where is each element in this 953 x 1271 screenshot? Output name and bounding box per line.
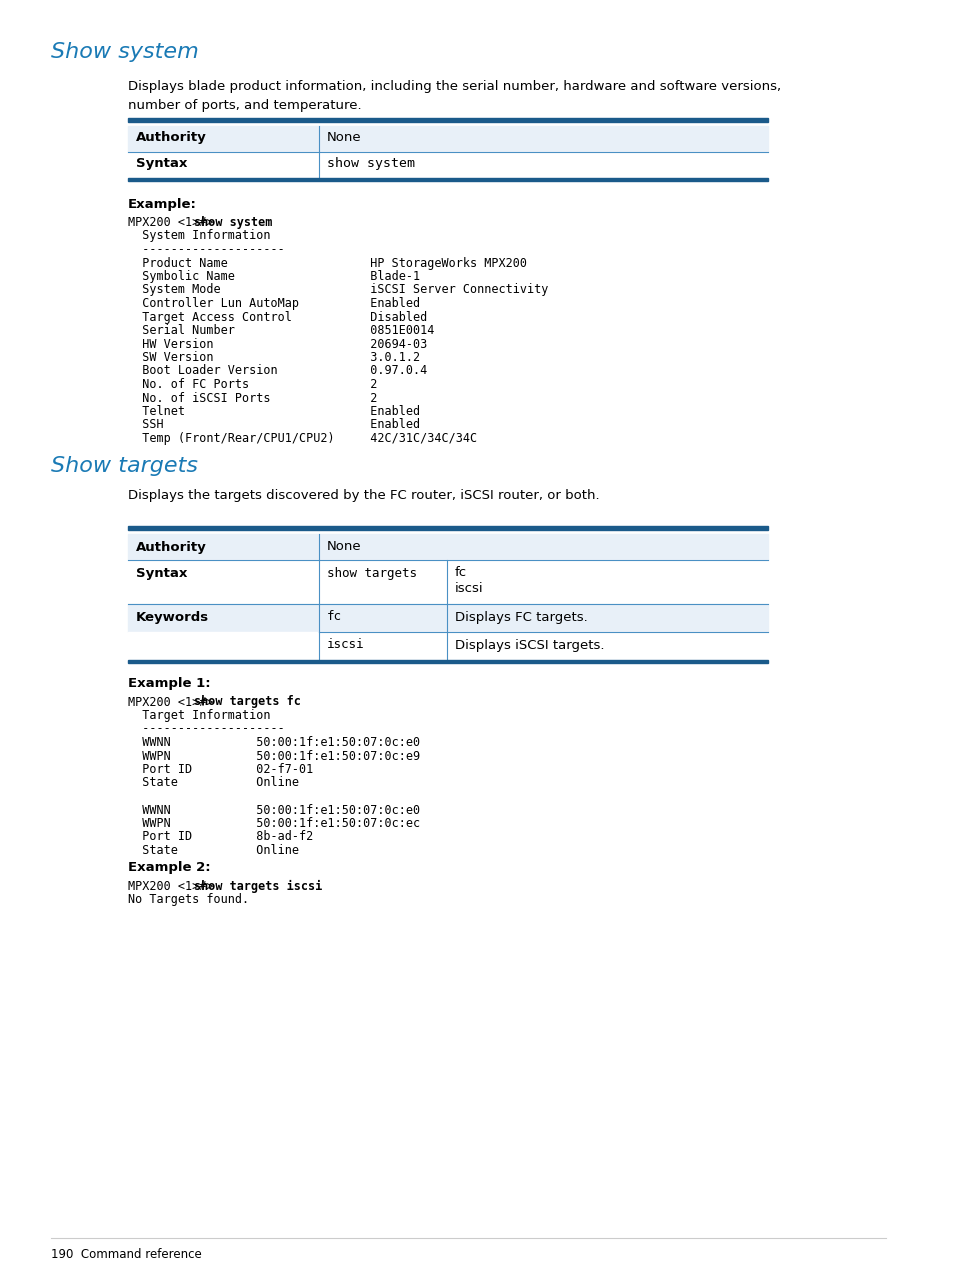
Text: No. of FC Ports                 2: No. of FC Ports 2	[128, 377, 377, 391]
Text: No Targets found.: No Targets found.	[128, 894, 249, 906]
Text: 190  Command reference: 190 Command reference	[51, 1248, 202, 1261]
Text: Example 2:: Example 2:	[128, 862, 211, 874]
Text: Target Information: Target Information	[128, 709, 271, 722]
Text: Controller Lun AutoMap          Enabled: Controller Lun AutoMap Enabled	[128, 297, 419, 310]
Text: None: None	[327, 131, 361, 144]
Text: WWPN            50:00:1f:e1:50:07:0c:e9: WWPN 50:00:1f:e1:50:07:0c:e9	[128, 750, 419, 763]
Text: Displays the targets discovered by the FC router, iSCSI router, or both.: Displays the targets discovered by the F…	[128, 489, 599, 502]
Bar	[128, 153, 767, 178]
Text: System Information: System Information	[128, 230, 271, 243]
Text: show targets fc: show targets fc	[193, 695, 300, 708]
Text: HW Version                      20694-03: HW Version 20694-03	[128, 338, 427, 351]
Text: SSH                             Enabled: SSH Enabled	[128, 418, 419, 431]
Text: --------------------: --------------------	[128, 243, 285, 255]
Text: Displays FC targets.: Displays FC targets.	[455, 610, 587, 624]
Text: Displays blade product information, including the serial number, hardware and so: Displays blade product information, incl…	[128, 80, 781, 112]
Text: show targets: show targets	[327, 567, 416, 580]
Text: Telnet                          Enabled: Telnet Enabled	[128, 405, 419, 418]
Bar	[128, 178, 767, 180]
Text: show system: show system	[327, 158, 415, 170]
Text: iscsi: iscsi	[327, 638, 364, 652]
Text: System Mode                     iSCSI Server Connectivity: System Mode iSCSI Server Connectivity	[128, 283, 548, 296]
Text: State           Online: State Online	[128, 777, 298, 789]
Text: Authority: Authority	[135, 131, 207, 144]
Text: Displays iSCSI targets.: Displays iSCSI targets.	[455, 638, 604, 652]
Text: MPX200 <1>#>: MPX200 <1>#>	[128, 880, 220, 892]
Text: Product Name                    HP StorageWorks MPX200: Product Name HP StorageWorks MPX200	[128, 257, 526, 269]
Bar	[128, 660, 767, 662]
Text: Symbolic Name                   Blade-1: Symbolic Name Blade-1	[128, 269, 419, 283]
Text: MPX200 <1>#>: MPX200 <1>#>	[128, 695, 220, 708]
Text: Temp (Front/Rear/CPU1/CPU2)     42C/31C/34C/34C: Temp (Front/Rear/CPU1/CPU2) 42C/31C/34C/…	[128, 432, 476, 445]
Text: Serial Number                   0851E0014: Serial Number 0851E0014	[128, 324, 434, 337]
Text: Show targets: Show targets	[51, 455, 198, 475]
Text: None: None	[327, 540, 361, 553]
Text: Example 1:: Example 1:	[128, 677, 211, 690]
Text: Example:: Example:	[128, 198, 196, 211]
Text: Syntax: Syntax	[135, 158, 187, 170]
Text: Syntax: Syntax	[135, 567, 187, 580]
Text: Show system: Show system	[51, 42, 199, 62]
Text: Keywords: Keywords	[135, 610, 209, 624]
Text: show targets iscsi: show targets iscsi	[193, 880, 321, 892]
Bar	[128, 632, 767, 660]
Bar	[128, 118, 767, 122]
Bar	[128, 559, 767, 604]
Text: WWPN            50:00:1f:e1:50:07:0c:ec: WWPN 50:00:1f:e1:50:07:0c:ec	[128, 817, 419, 830]
Text: fc: fc	[327, 610, 341, 624]
Text: WWNN            50:00:1f:e1:50:07:0c:e0: WWNN 50:00:1f:e1:50:07:0c:e0	[128, 736, 419, 749]
Text: show system: show system	[193, 216, 272, 229]
Text: Authority: Authority	[135, 540, 207, 553]
Text: --------------------: --------------------	[128, 722, 285, 736]
Bar	[128, 126, 767, 153]
Text: Port ID         02-f7-01: Port ID 02-f7-01	[128, 763, 313, 777]
Text: Boot Loader Version             0.97.0.4: Boot Loader Version 0.97.0.4	[128, 365, 427, 377]
Text: fc
iscsi: fc iscsi	[455, 567, 483, 595]
Text: State           Online: State Online	[128, 844, 298, 857]
Text: Port ID         8b-ad-f2: Port ID 8b-ad-f2	[128, 830, 313, 844]
Text: Target Access Control           Disabled: Target Access Control Disabled	[128, 310, 427, 324]
Text: No. of iSCSI Ports              2: No. of iSCSI Ports 2	[128, 391, 377, 404]
Bar	[128, 604, 767, 632]
Text: MPX200 <1>#>: MPX200 <1>#>	[128, 216, 220, 229]
Text: SW Version                      3.0.1.2: SW Version 3.0.1.2	[128, 351, 419, 364]
Bar	[128, 534, 767, 559]
Bar	[128, 525, 767, 530]
Text: WWNN            50:00:1f:e1:50:07:0c:e0: WWNN 50:00:1f:e1:50:07:0c:e0	[128, 803, 419, 816]
